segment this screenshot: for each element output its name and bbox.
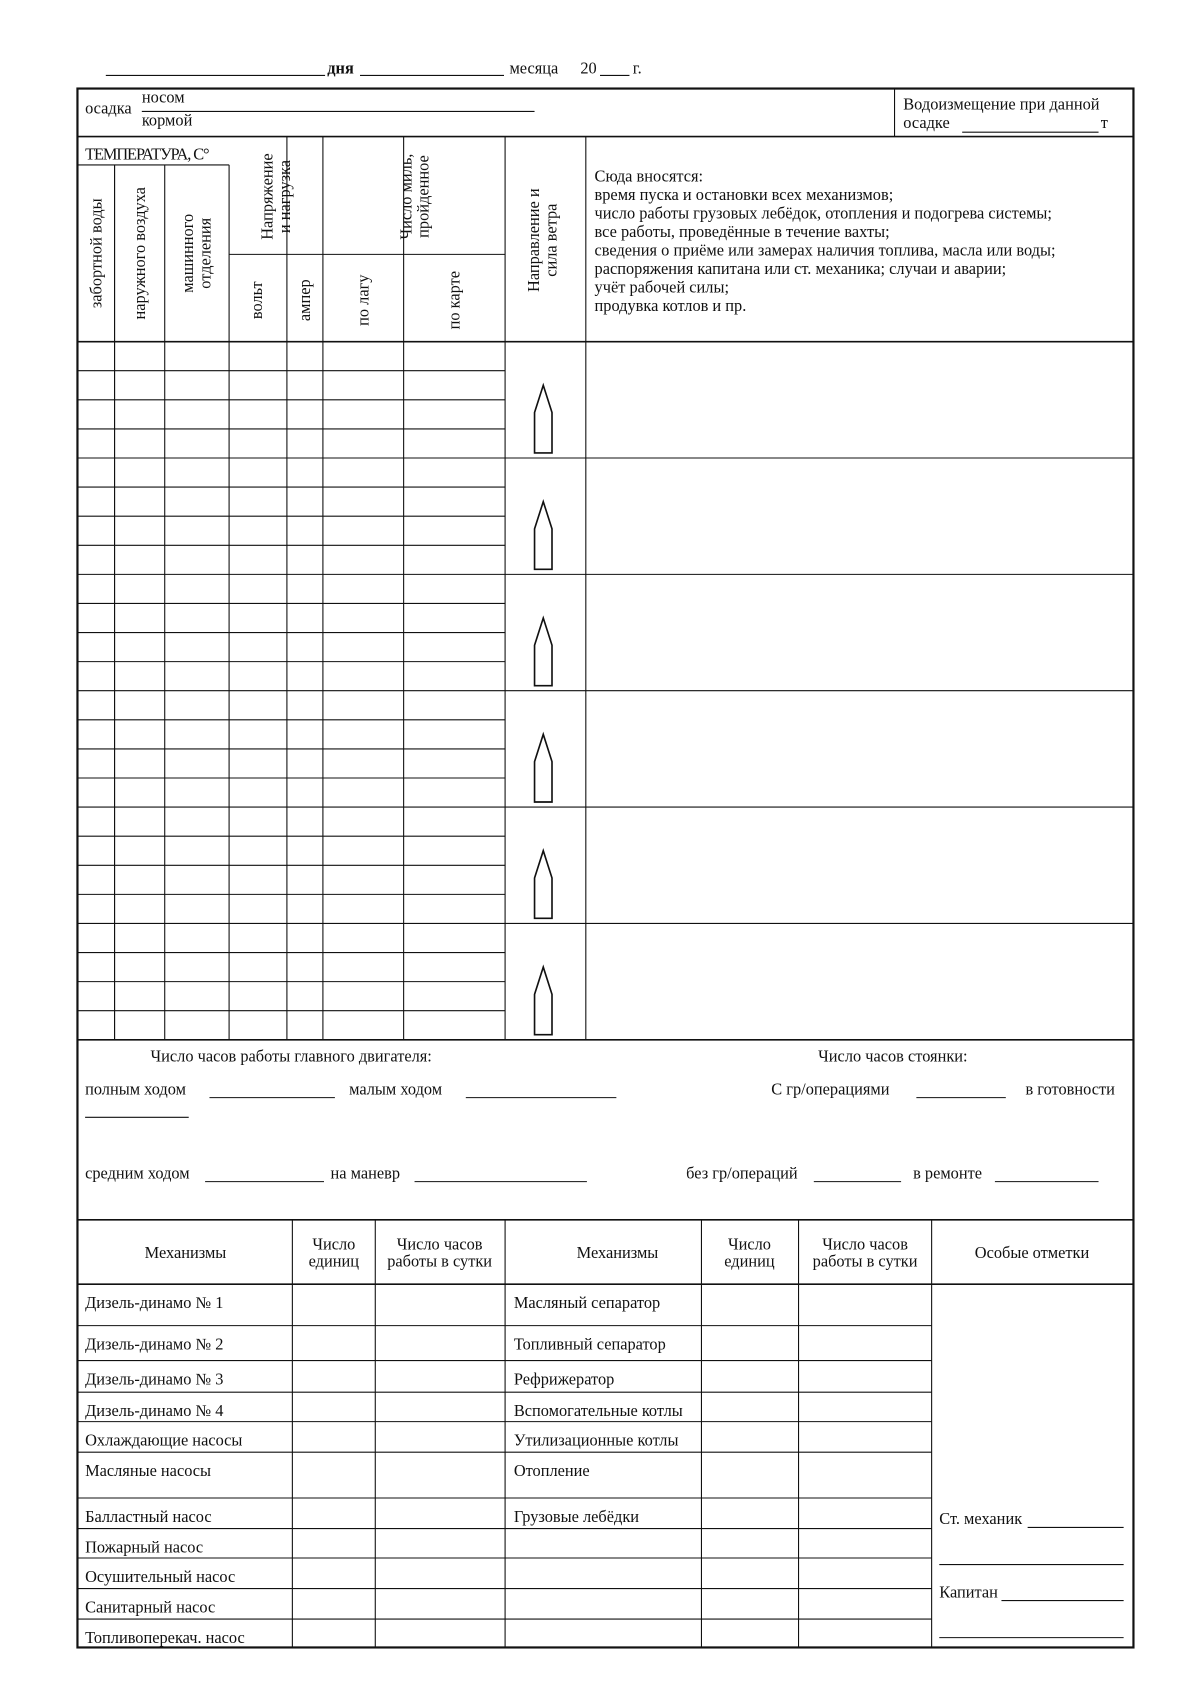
label: дня <box>327 58 354 77</box>
mechanism: Топливный сепаратор <box>514 1335 666 1354</box>
boat-icon <box>533 498 553 571</box>
note-line: распоряжения капитана или ст. механика; … <box>595 259 1007 278</box>
boat-icon <box>533 848 553 920</box>
table-header: Число часов <box>822 1234 908 1253</box>
note-line: число работы грузовых лебёдок, отопления… <box>595 203 1052 222</box>
mechanism: Дизель-динамо № 4 <box>85 1401 223 1420</box>
mechanism: Масляные насосы <box>85 1461 211 1480</box>
mechanism: Пожарный насос <box>85 1538 203 1557</box>
label: Число часов стоянки: <box>818 1047 967 1066</box>
table-header: единиц <box>309 1252 360 1271</box>
column-header: пройденное <box>414 155 433 238</box>
label: т <box>1101 113 1108 132</box>
note-line: время пуска и остановки всех механизмов; <box>595 185 894 204</box>
table-header: Число <box>312 1234 355 1253</box>
column-header: Число миль, <box>396 154 415 240</box>
table-header: Механизмы <box>145 1243 227 1262</box>
label: кормой <box>142 111 193 130</box>
boat-icon <box>533 382 553 454</box>
boat-icon <box>533 731 553 803</box>
mechanism: Топливоперекач. насос <box>85 1628 245 1647</box>
label: на маневр <box>331 1163 401 1182</box>
label: без гр/операций <box>686 1163 798 1182</box>
label: ампер <box>295 279 314 321</box>
mechanism: Вспомогательные котлы <box>514 1401 683 1420</box>
mechanism: Балластный насос <box>85 1507 212 1526</box>
boat-icon <box>533 964 553 1036</box>
label: вольт <box>247 281 266 319</box>
table-header: Механизмы <box>577 1243 659 1262</box>
label: Водоизмещение при данной <box>903 94 1099 113</box>
label: ТЕМПЕРАТУРА, С° <box>85 144 209 163</box>
frame <box>76 87 1135 1649</box>
note-line: сведения о приёме или замерах наличия то… <box>595 240 1056 259</box>
note-line: учёт рабочей силы; <box>595 278 729 297</box>
mechanism: Охлаждающие насосы <box>85 1431 242 1450</box>
label: Число часов работы главного двигателя: <box>151 1047 432 1066</box>
label: месяца <box>509 58 559 77</box>
table-header: Особые отметки <box>975 1243 1090 1262</box>
label: г. <box>633 58 642 77</box>
column-header: машинного <box>178 214 197 293</box>
label: осадке <box>903 113 949 132</box>
mechanism: Дизель-динамо № 3 <box>85 1370 223 1389</box>
label: средним ходом <box>85 1163 190 1182</box>
label: по карте <box>444 271 463 329</box>
mechanism: Дизель-динамо № 2 <box>85 1335 223 1354</box>
table-header: работы в сутки <box>813 1252 918 1271</box>
note-line: все работы, проведённые в течение вахты; <box>595 222 890 241</box>
label: в готовности <box>1025 1079 1115 1098</box>
table-header: Число часов <box>397 1234 483 1253</box>
label: носом <box>142 88 185 107</box>
table-header: Число <box>728 1234 771 1253</box>
column-header: наружного воздуха <box>130 186 149 319</box>
mechanism: Рефрижератор <box>514 1370 615 1389</box>
column-header: сила ветра <box>541 203 560 277</box>
table-header: единиц <box>724 1252 775 1271</box>
label: Ст. механик <box>939 1509 1022 1528</box>
column-header: и нагрузка <box>275 159 294 233</box>
boat-icon <box>533 615 553 687</box>
label: малым ходом <box>349 1079 442 1098</box>
label: по лагу <box>354 274 373 326</box>
mechanism: Отопление <box>514 1461 590 1480</box>
mechanism: Дизель-динамо № 1 <box>85 1293 223 1312</box>
mechanism: Масляный сепаратор <box>514 1293 660 1312</box>
label: С гр/операциями <box>771 1079 889 1098</box>
label: 20 <box>580 58 596 77</box>
label: в ремонте <box>913 1163 982 1182</box>
column-header: Напряжение <box>258 153 277 239</box>
table-header: работы в сутки <box>387 1252 492 1271</box>
note-line: продувка котлов и пр. <box>595 296 747 315</box>
mechanism: Утилизационные котлы <box>514 1431 679 1450</box>
note-line: Сюда вносятся: <box>595 166 704 185</box>
column-header: забортной воды <box>86 198 105 308</box>
mechanism: Грузовые лебёдки <box>514 1507 639 1526</box>
label: полным ходом <box>85 1079 186 1098</box>
column-header: отделения <box>196 217 215 288</box>
mechanism: Осушительный насос <box>85 1567 235 1586</box>
label: осадка <box>85 99 132 118</box>
column-header: Направление и <box>524 188 543 292</box>
mechanism: Санитарный насос <box>85 1598 215 1617</box>
label: Капитан <box>939 1582 998 1601</box>
